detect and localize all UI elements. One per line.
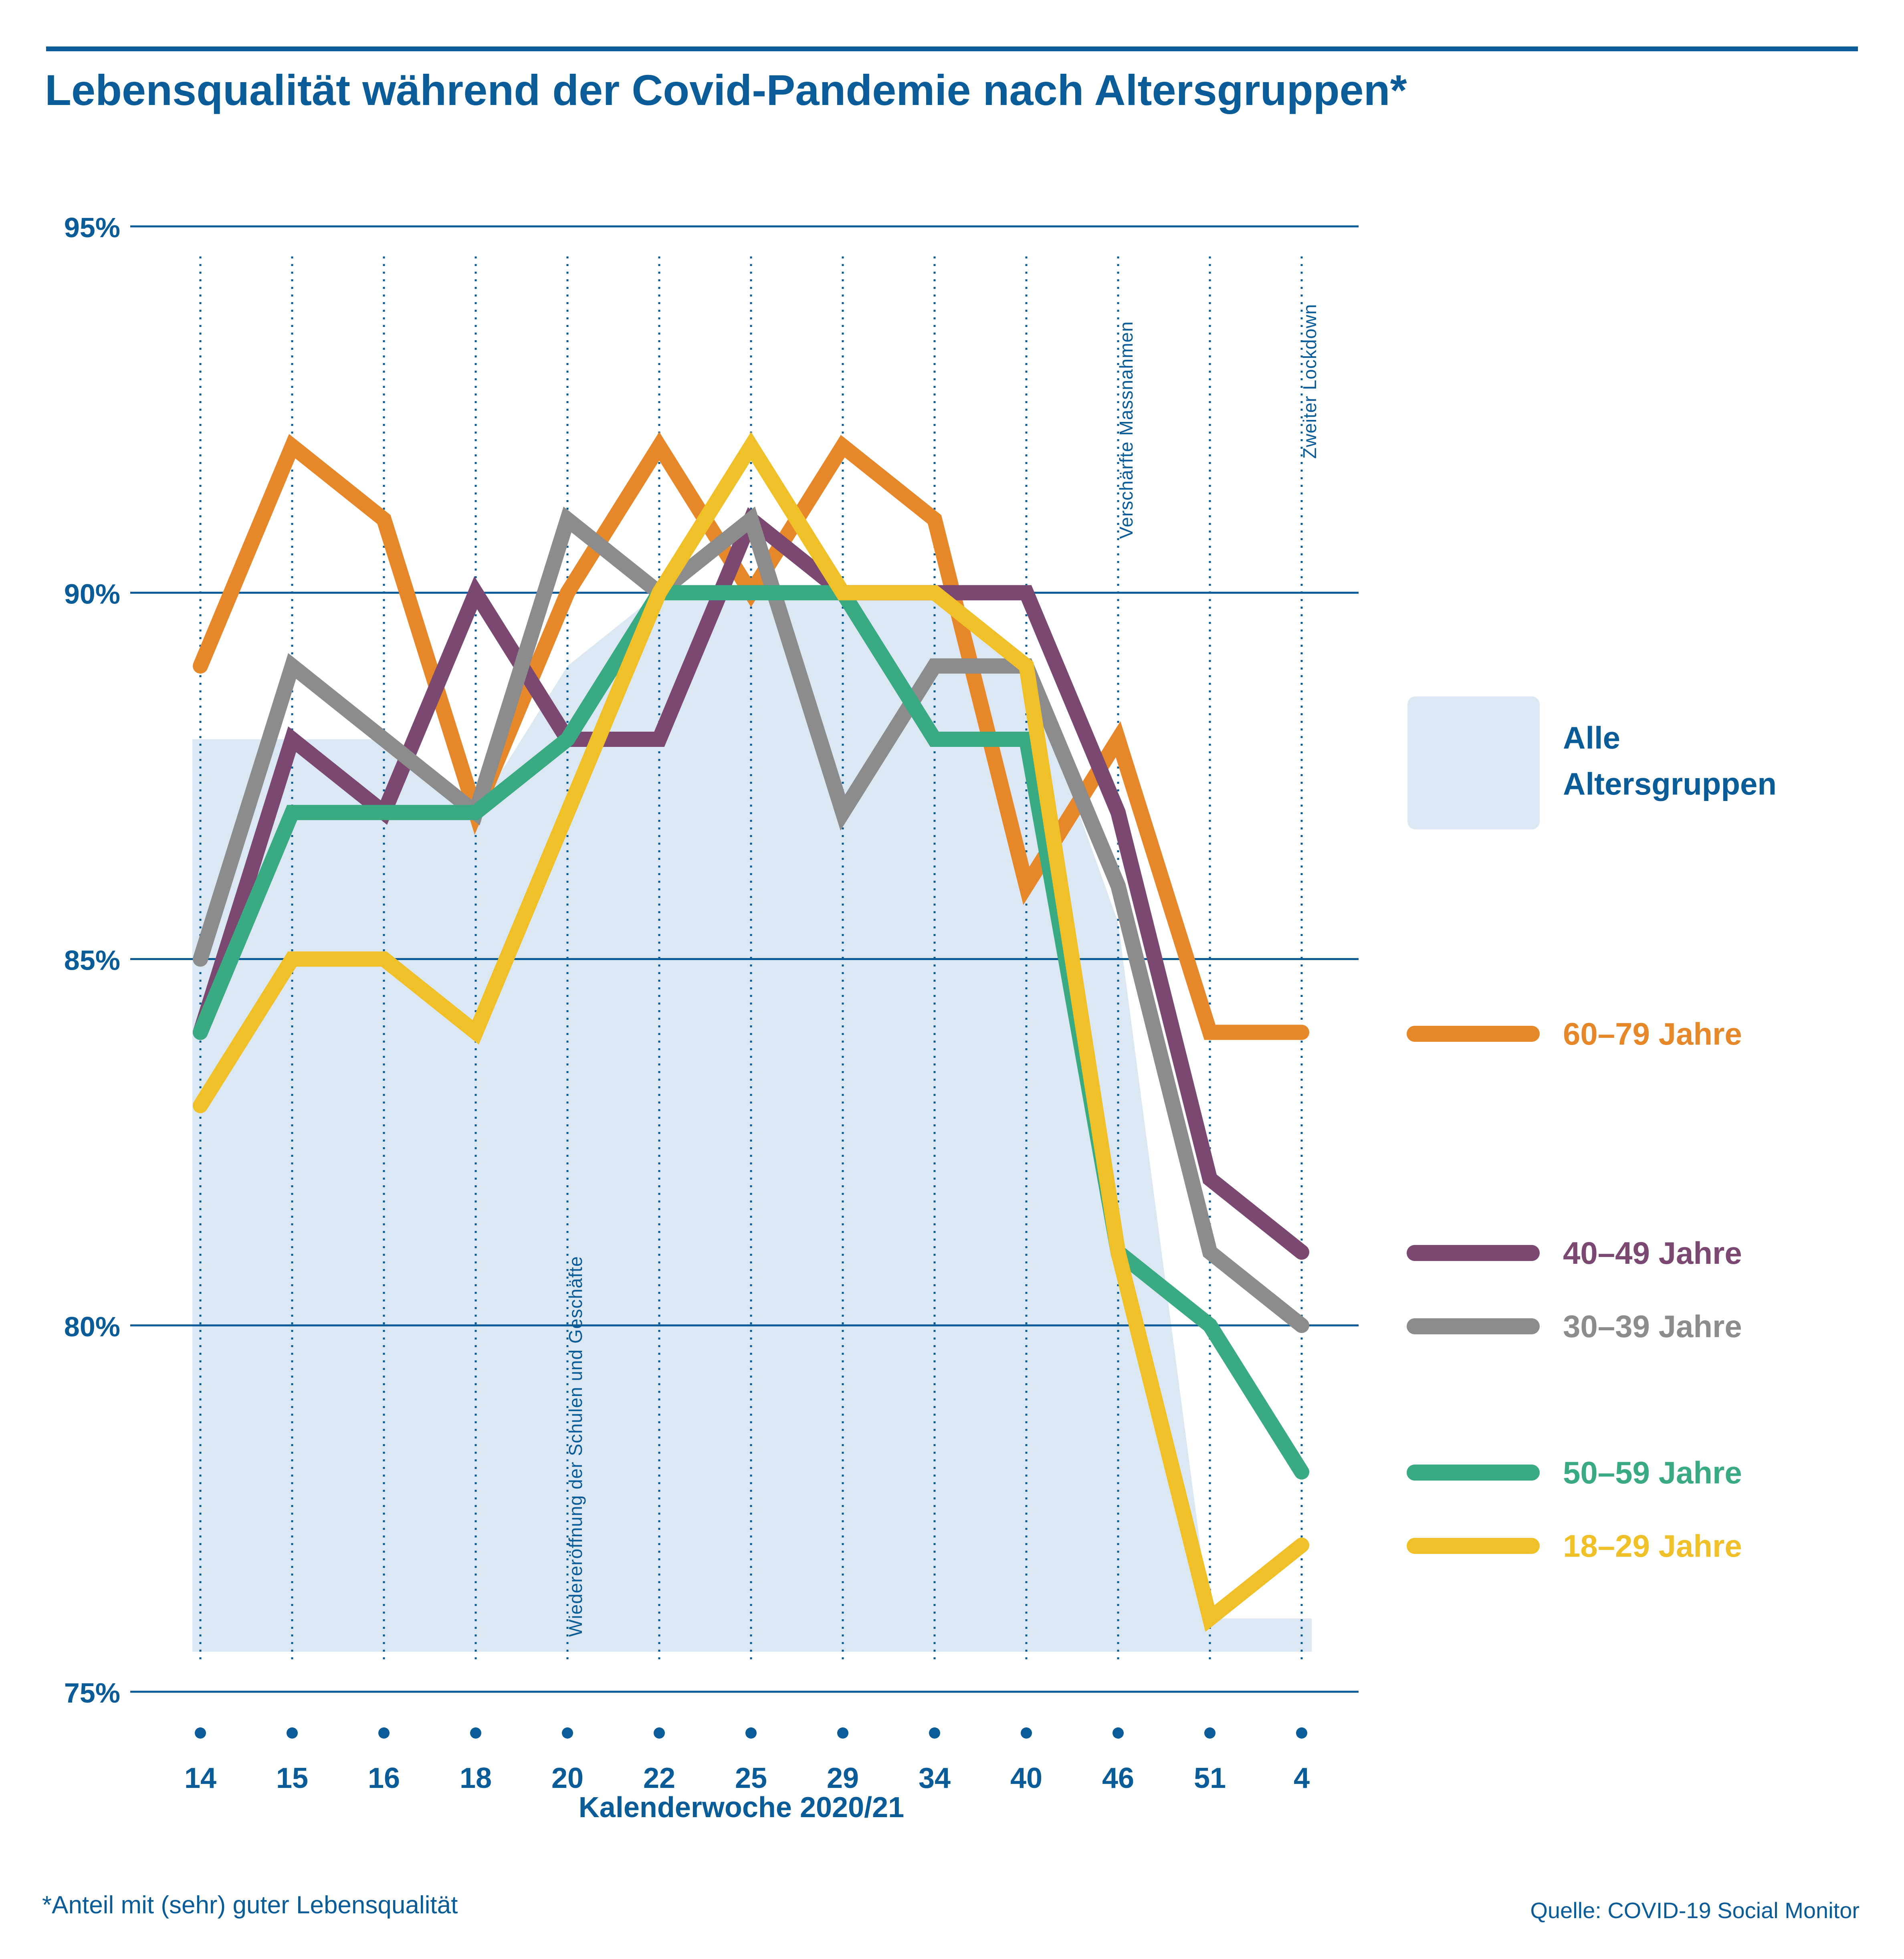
- x-tick-label-46: 46: [1102, 1762, 1134, 1794]
- x-tick-label-14: 14: [184, 1762, 216, 1794]
- y-tick-label-90: 90%: [64, 578, 120, 609]
- series-line-age_18_29: [193, 432, 1309, 1632]
- x-tick-label-25: 25: [735, 1762, 767, 1794]
- legend-label-age_30_39: 30–39 Jahre: [1563, 1309, 1742, 1344]
- y-tick-label-80: 80%: [64, 1311, 120, 1342]
- annotation-week-46: Verschärfte Massnahmen: [1116, 321, 1137, 539]
- legend-label-age_18_29: 18–29 Jahre: [1563, 1528, 1742, 1564]
- legend: Alle Altersgruppen 60–79 Jahre 40–49 Jahre 3…: [1407, 696, 1777, 1564]
- y-tick-label-85: 85%: [64, 945, 120, 976]
- annotation-week-4: Zweiter Lockdown: [1299, 304, 1320, 459]
- x-tick-label-20: 20: [551, 1762, 584, 1794]
- legend-area-label: Alle Altersgruppen: [1563, 720, 1777, 801]
- all-ages-area-layer: [192, 593, 1312, 1652]
- x-tick-dot-16: [378, 1727, 390, 1739]
- x-tick-dot-46: [1113, 1727, 1124, 1739]
- x-tick-label-34: 34: [919, 1762, 951, 1794]
- x-tick-label-40: 40: [1010, 1762, 1042, 1794]
- x-tick-dot-20: [562, 1727, 573, 1739]
- x-tick-label-22: 22: [643, 1762, 675, 1794]
- x-tick-dot-34: [929, 1727, 940, 1739]
- x-tick-label-29: 29: [827, 1762, 859, 1794]
- series-line-age_30_39: [193, 506, 1309, 1333]
- y-axis-ticks: 95% 90% 85% 80% 75%: [64, 212, 120, 1709]
- x-tick-dot-4: [1296, 1727, 1307, 1739]
- all-ages-area: [192, 593, 1312, 1652]
- annotation-week-20: Wiedereröffnung der Schulen und Geschäft…: [565, 1256, 586, 1637]
- x-tick-dot-51: [1204, 1727, 1215, 1739]
- x-axis-ticks: 14 15 16 18 20 22 25 29 34 40 46 51 4: [184, 1727, 1310, 1794]
- x-tick-dot-18: [470, 1727, 481, 1739]
- legend-label-age_40_49: 40–49 Jahre: [1563, 1235, 1742, 1271]
- x-tick-dot-15: [287, 1727, 298, 1739]
- x-tick-dot-14: [195, 1727, 206, 1739]
- footnote: *Anteil mit (sehr) guter Lebensqualität: [42, 1891, 458, 1919]
- x-tick-dot-22: [654, 1727, 665, 1739]
- legend-label-age_60_79: 60–79 Jahre: [1563, 1016, 1742, 1051]
- y-tick-label-95: 95%: [64, 212, 120, 243]
- source-credit: Quelle: COVID-19 Social Monitor: [1530, 1898, 1860, 1923]
- x-tick-label-4: 4: [1294, 1762, 1310, 1794]
- x-tick-label-18: 18: [460, 1762, 492, 1794]
- x-tick-label-51: 51: [1194, 1762, 1226, 1794]
- legend-area-swatch: [1407, 696, 1540, 829]
- chart-title: Lebensqualität während der Covid-Pandemi…: [45, 66, 1407, 114]
- x-tick-dot-25: [745, 1727, 757, 1739]
- x-tick-dot-40: [1021, 1727, 1032, 1739]
- x-tick-label-15: 15: [276, 1762, 308, 1794]
- x-tick-dot-29: [837, 1727, 848, 1739]
- x-tick-label-16: 16: [368, 1762, 400, 1794]
- series-lines: [193, 432, 1309, 1632]
- y-tick-label-75: 75%: [64, 1677, 120, 1709]
- legend-label-age_50_59: 50–59 Jahre: [1563, 1455, 1742, 1490]
- x-axis-label: Kalenderwoche 2020/21: [579, 1792, 904, 1824]
- event-annotations: Wiedereröffnung der Schulen und Geschäft…: [565, 304, 1320, 1637]
